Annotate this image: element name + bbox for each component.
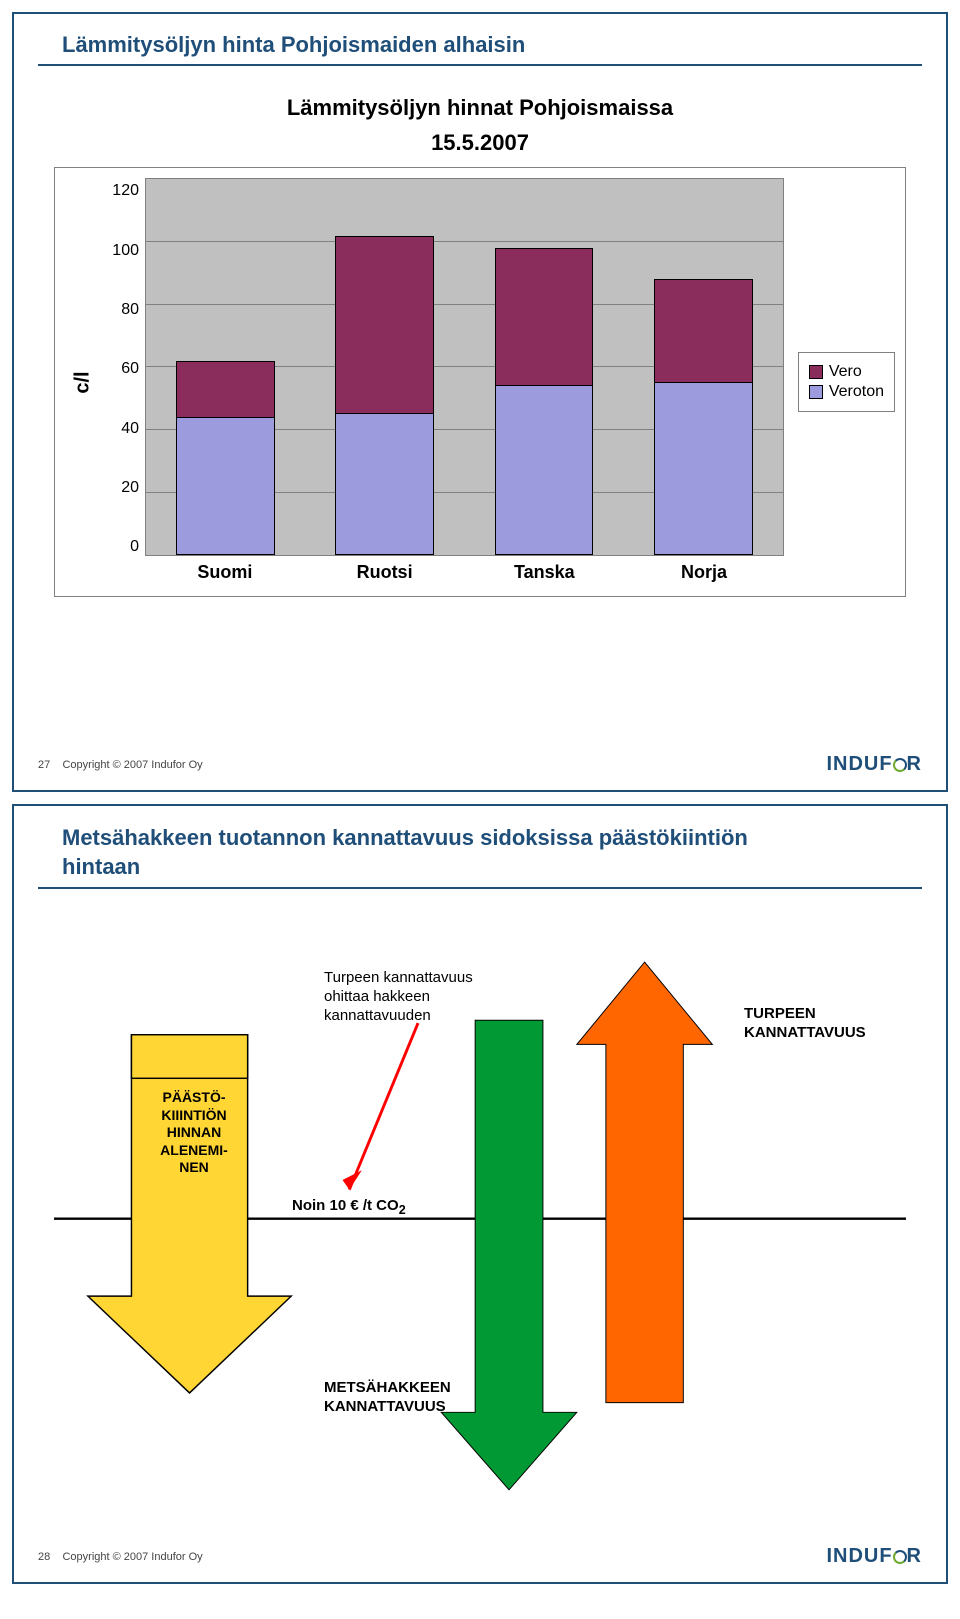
category-label: Suomi	[145, 562, 305, 586]
red-arrow-head	[343, 1170, 362, 1189]
anno-noin: Noin 10 € /t CO2	[292, 1197, 406, 1219]
bar-segment-veroton	[655, 383, 752, 554]
legend-swatch-veroton	[809, 385, 823, 399]
bar-segment-vero	[336, 237, 433, 414]
category-label: Norja	[624, 562, 784, 586]
logo2-o-mark	[893, 1550, 907, 1564]
y-tick: 60	[121, 360, 139, 378]
legend-row-vero: Vero	[809, 363, 884, 381]
bar-segment-veroton	[336, 414, 433, 554]
chart-body: c/l 120 100 80 60 40 20 0 SuomiRuotsiTanskaNor…	[65, 178, 895, 586]
slide1-title: Lämmitysöljyn hinta Pohjoismaiden alhais…	[38, 14, 922, 66]
legend-label-vero: Vero	[829, 363, 862, 381]
category-label: Tanska	[464, 562, 624, 586]
anno-paasto: PÄÄSTÖ- KIIINTIÖN HINNAN ALENEMI- NEN	[144, 1089, 244, 1177]
chart-frame: c/l 120 100 80 60 40 20 0 SuomiRuotsiTanskaNor…	[54, 167, 906, 597]
orange-arrow	[577, 962, 713, 1403]
logo2-text-a: INDUF	[826, 1545, 892, 1567]
slide1-copyright: Copyright © 2007 Indufor Oy	[62, 759, 202, 771]
bar-tanska	[495, 248, 594, 555]
category-labels: SuomiRuotsiTanskaNorja	[145, 556, 784, 586]
bar-suomi	[176, 361, 275, 555]
chart-title-line2: 15.5.2007	[14, 129, 946, 158]
chart-title-line1: Lämmitysöljyn hinnat Pohjoismaissa	[14, 94, 946, 123]
category-label: Ruotsi	[305, 562, 465, 586]
y-axis-ticks: 120 100 80 60 40 20 0	[101, 178, 145, 586]
yellow-arrow-top	[131, 1035, 247, 1079]
bar-segment-veroton	[177, 418, 274, 554]
slide2-title-line2: hintaan	[62, 854, 140, 879]
legend-row-veroton: Veroton	[809, 383, 884, 401]
plot-area	[145, 178, 784, 556]
logo2-text-b: R	[907, 1545, 922, 1567]
indufor-logo: INDUF R	[826, 753, 922, 776]
slide2-page-number: 28	[38, 1551, 50, 1563]
category-tanska	[464, 179, 623, 555]
chart-title-wrap: Lämmitysöljyn hinnat Pohjoismaissa 15.5.…	[14, 94, 946, 157]
legend-swatch-vero	[809, 365, 823, 379]
slide1-footer-left: 27 Copyright © 2007 Indufor Oy	[38, 759, 203, 771]
slide-2: Metsähakkeen tuotannon kannattavuus sido…	[12, 804, 948, 1584]
bar-norja	[654, 279, 753, 555]
bar-segment-vero	[655, 280, 752, 383]
anno-metsah: METSÄHAKKEEN KANNATTAVUUS	[324, 1379, 451, 1417]
bar-segment-vero	[496, 249, 593, 386]
y-tick: 0	[130, 538, 139, 556]
diagram: Turpeen kannattavuus ohittaa hakkeen kan…	[54, 909, 906, 1509]
y-tick: 40	[121, 420, 139, 438]
logo-text-a: INDUF	[826, 753, 892, 775]
slide2-footer: 28 Copyright © 2007 Indufor Oy INDUF R	[38, 1545, 922, 1568]
plot-wrap: SuomiRuotsiTanskaNorja	[145, 178, 784, 586]
slide1-page-number: 27	[38, 759, 50, 771]
slide2-copyright: Copyright © 2007 Indufor Oy	[62, 1551, 202, 1563]
y-tick: 100	[112, 242, 139, 260]
anno-turpeen-kann: TURPEEN KANNATTAVUUS	[744, 1005, 866, 1043]
slide2-title-line1: Metsähakkeen tuotannon kannattavuus sido…	[62, 825, 748, 850]
logo-o-mark	[893, 758, 907, 772]
anno-turpeen-text: Turpeen kannattavuus ohittaa hakkeen kan…	[324, 969, 514, 1025]
legend-label-veroton: Veroton	[829, 383, 884, 401]
slide2-title: Metsähakkeen tuotannon kannattavuus sido…	[38, 806, 922, 889]
slide1-footer: 27 Copyright © 2007 Indufor Oy INDUF R	[38, 753, 922, 776]
bar-segment-vero	[177, 362, 274, 418]
slide-1: Lämmitysöljyn hinta Pohjoismaiden alhais…	[12, 12, 948, 792]
bar-ruotsi	[335, 236, 434, 556]
legend: Vero Veroton	[798, 352, 895, 412]
y-axis-label-wrap: c/l	[65, 178, 101, 586]
y-tick: 80	[121, 301, 139, 319]
category-norja	[624, 179, 783, 555]
bar-segment-veroton	[496, 386, 593, 554]
category-ruotsi	[305, 179, 464, 555]
green-arrow	[441, 1020, 577, 1490]
y-tick: 120	[112, 182, 139, 200]
y-axis-label: c/l	[72, 371, 95, 393]
red-arrow-line	[349, 1023, 418, 1190]
category-suomi	[146, 179, 305, 555]
indufor-logo-2: INDUF R	[826, 1545, 922, 1568]
logo-text-b: R	[907, 753, 922, 775]
y-tick: 20	[121, 479, 139, 497]
slide2-footer-left: 28 Copyright © 2007 Indufor Oy	[38, 1551, 203, 1563]
